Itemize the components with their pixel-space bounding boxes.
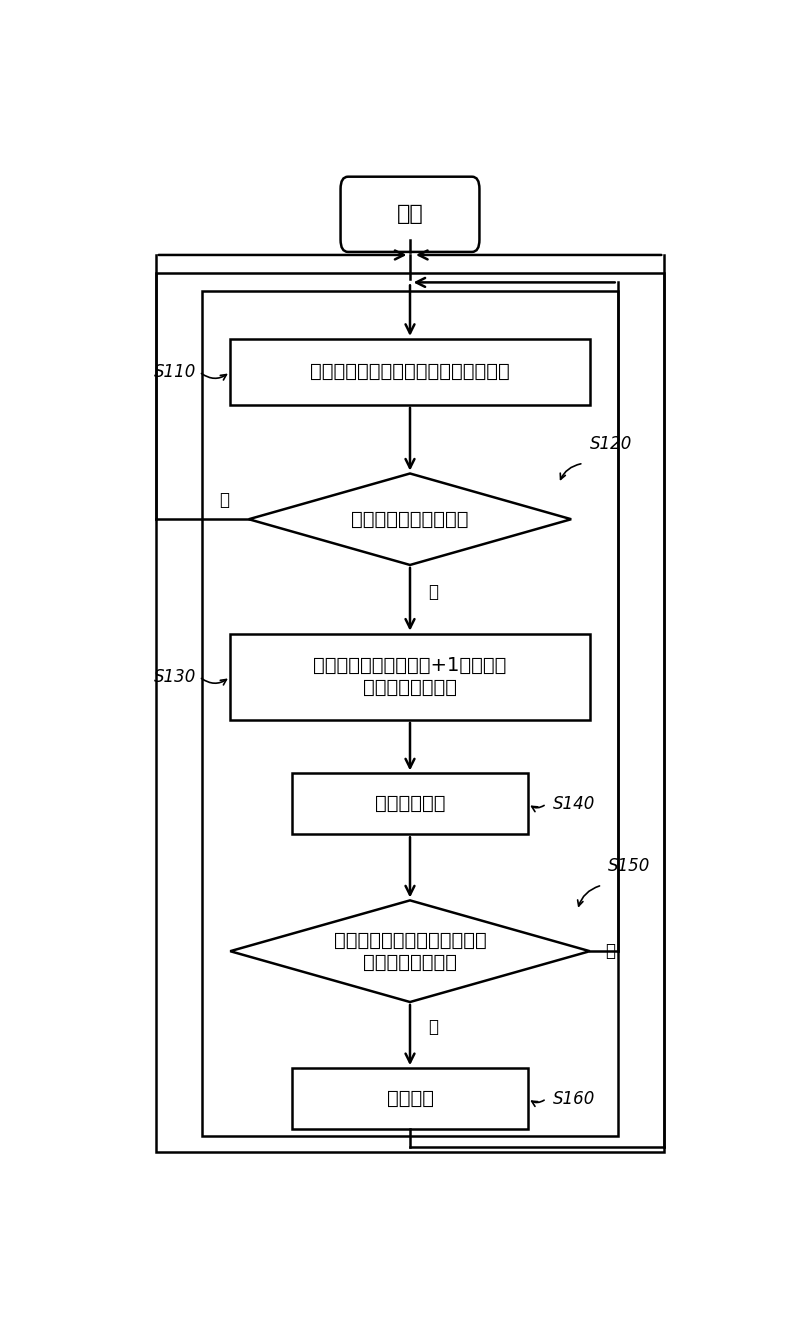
Text: 是: 是 bbox=[429, 583, 438, 601]
Text: 否: 否 bbox=[219, 491, 229, 510]
Text: S130: S130 bbox=[154, 668, 196, 686]
Polygon shape bbox=[230, 900, 590, 1002]
Text: S120: S120 bbox=[590, 436, 632, 453]
Text: S140: S140 bbox=[553, 795, 595, 813]
Text: 计算冲突因子: 计算冲突因子 bbox=[374, 795, 446, 813]
Text: S110: S110 bbox=[154, 363, 196, 381]
Text: 测量无线通信设备的发送速率调整因素: 测量无线通信设备的发送速率调整因素 bbox=[310, 363, 510, 381]
Text: S160: S160 bbox=[553, 1089, 595, 1107]
Text: 调整发送速率判定次数+1，统计同
信道活跃设备数量: 调整发送速率判定次数+1，统计同 信道活跃设备数量 bbox=[314, 656, 506, 697]
Text: 是否应该提高发送速率: 是否应该提高发送速率 bbox=[351, 510, 469, 529]
Bar bbox=[230, 339, 590, 405]
Text: 计数清零: 计数清零 bbox=[386, 1089, 434, 1107]
Text: 根据冲突因子和判定次数确定
是否调整发送速率: 根据冲突因子和判定次数确定 是否调整发送速率 bbox=[334, 931, 486, 972]
Polygon shape bbox=[249, 474, 571, 565]
Bar bbox=[202, 290, 618, 1137]
Bar bbox=[292, 1068, 528, 1129]
Text: 开始: 开始 bbox=[397, 205, 423, 224]
FancyBboxPatch shape bbox=[341, 177, 479, 252]
Text: 是: 是 bbox=[429, 1018, 438, 1036]
Bar bbox=[156, 273, 664, 1152]
Text: 否: 否 bbox=[606, 942, 615, 960]
Text: S150: S150 bbox=[609, 857, 650, 875]
Bar bbox=[292, 774, 528, 834]
Bar bbox=[230, 634, 590, 719]
